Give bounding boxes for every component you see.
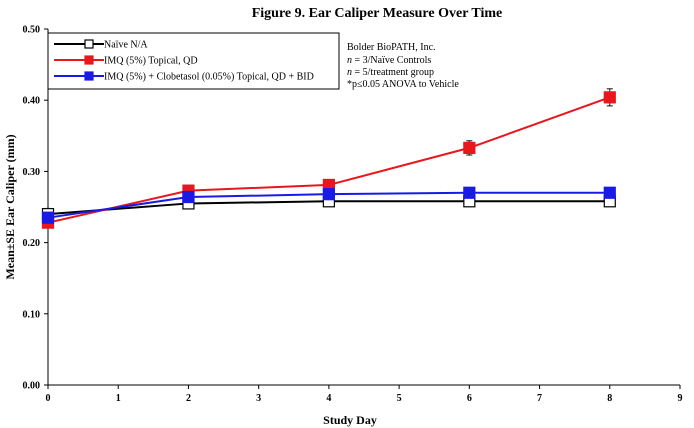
data-point bbox=[603, 91, 616, 104]
y-tick-label: 0.20 bbox=[23, 238, 41, 249]
data-point bbox=[41, 211, 55, 224]
x-tick-label: 9 bbox=[678, 393, 683, 404]
x-tick-label: 4 bbox=[326, 393, 331, 404]
legend-item-2: IMQ (5%) + Clobetasol (0.05%) Topical, Q… bbox=[54, 71, 314, 83]
y-tick-labels: 0.00 0.10 0.20 0.30 0.40 0.50 bbox=[23, 25, 41, 392]
y-tick-label: 0.50 bbox=[23, 25, 41, 36]
legend-label: Naïve N/A bbox=[104, 40, 148, 51]
data-point bbox=[463, 186, 476, 199]
x-tick-label: 7 bbox=[537, 393, 542, 404]
x-tick-label: 6 bbox=[467, 393, 472, 404]
legend-item-0: Naïve N/A bbox=[54, 39, 148, 51]
legend: Naïve N/A IMQ (5%) Topical, QD IMQ (5%) + … bbox=[47, 32, 340, 90]
data-point bbox=[603, 186, 616, 199]
x-tick-label: 1 bbox=[116, 393, 121, 404]
y-tick-label: 0.00 bbox=[23, 381, 41, 392]
data-point bbox=[463, 141, 476, 155]
legend-label: IMQ (5%) + Clobetasol (0.05%) Topical, Q… bbox=[104, 72, 314, 83]
y-tick-label: 0.40 bbox=[23, 96, 41, 107]
note-naive-n: n = 3/Naïve Controls bbox=[347, 55, 431, 66]
note-treatment-n: n = 5/treatment group bbox=[347, 67, 434, 78]
y-tick-label: 0.10 bbox=[23, 309, 41, 320]
legend-marker bbox=[84, 39, 94, 49]
chart-title: Figure 9. Ear Caliper Measure Over Time bbox=[252, 6, 503, 21]
legend-marker bbox=[84, 71, 94, 81]
note-company: Bolder BioPATH, Inc. bbox=[347, 42, 436, 53]
x-tick-label: 3 bbox=[256, 393, 261, 404]
x-tick-label: 0 bbox=[46, 393, 51, 404]
x-tick-label: 5 bbox=[397, 393, 402, 404]
series-2 bbox=[41, 186, 616, 224]
note-significance: *p≤0.05 ANOVA to Vehicle bbox=[347, 79, 459, 90]
series-layer bbox=[41, 88, 616, 229]
data-point bbox=[182, 190, 195, 204]
legend-marker bbox=[84, 55, 94, 65]
legend-label: IMQ (5%) Topical, QD bbox=[104, 56, 198, 67]
notes: Bolder BioPATH, Inc. n = 3/Naïve Control… bbox=[347, 42, 459, 90]
y-axis-label: Mean±SE Ear Caliper (mm) bbox=[3, 134, 17, 279]
y-tick-label: 0.30 bbox=[23, 167, 41, 178]
data-point bbox=[322, 188, 335, 201]
legend-item-1: IMQ (5%) Topical, QD bbox=[54, 55, 198, 67]
x-tick-label: 2 bbox=[186, 393, 191, 404]
x-axis-label: Study Day bbox=[323, 413, 377, 427]
x-tick-labels: 0 1 2 3 4 5 6 7 8 9 bbox=[46, 393, 683, 404]
x-tick-label: 8 bbox=[607, 393, 612, 404]
